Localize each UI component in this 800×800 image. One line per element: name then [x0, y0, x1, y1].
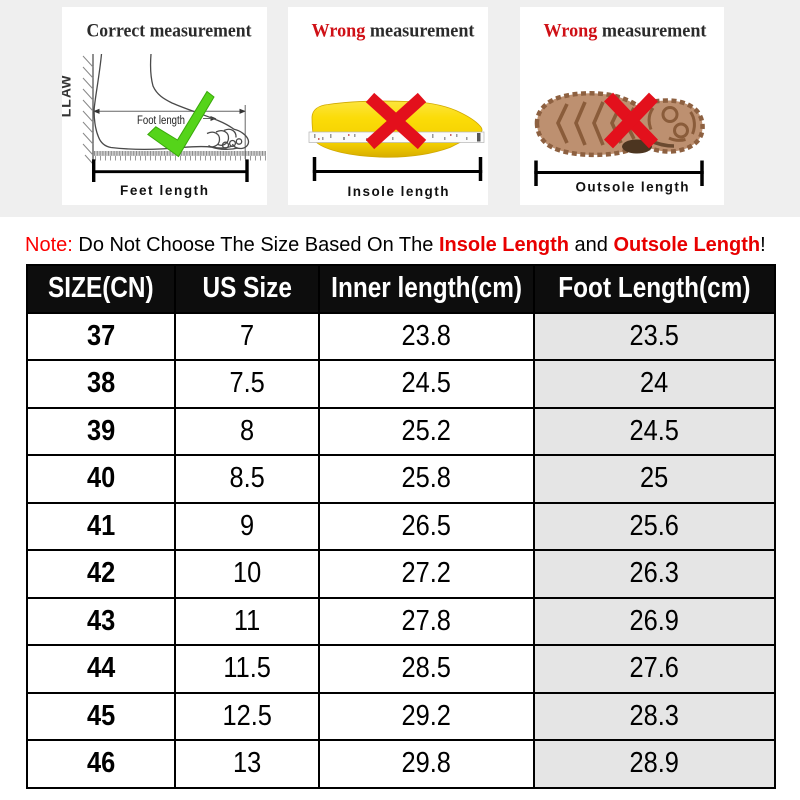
- svg-text:Correct measurement: Correct measurement: [87, 21, 253, 42]
- svg-text:Wrong measurement: Wrong measurement: [312, 21, 476, 42]
- svg-text:Insole length: Insole length: [348, 184, 449, 199]
- svg-text:Outsole length: Outsole length: [576, 180, 689, 195]
- svg-text:W: W: [62, 75, 74, 89]
- svg-text:L: L: [62, 99, 74, 108]
- svg-text:Wrong measurement: Wrong measurement: [544, 21, 708, 42]
- svg-text:Feet length: Feet length: [120, 183, 208, 198]
- svg-text:Foot length: Foot length: [137, 115, 185, 127]
- svg-text:A: A: [62, 88, 74, 98]
- svg-text:L: L: [62, 108, 74, 117]
